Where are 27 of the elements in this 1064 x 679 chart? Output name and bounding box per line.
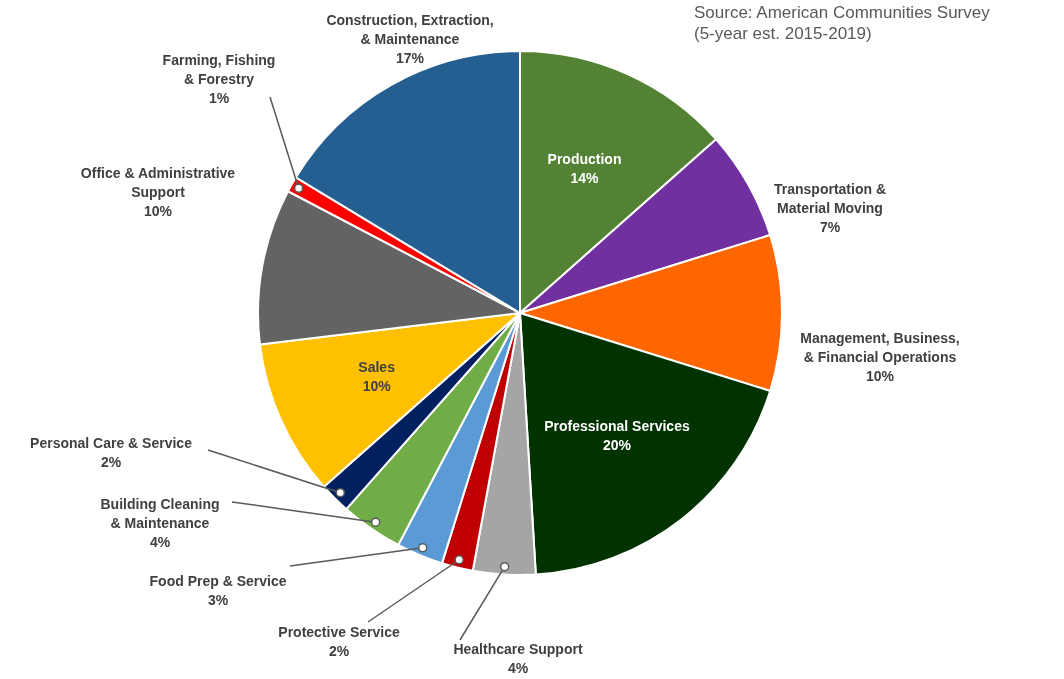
data-label: 4% bbox=[149, 533, 171, 550]
data-label: 14% bbox=[570, 170, 600, 187]
data-label: 10% bbox=[362, 377, 392, 394]
slice-label: Transportation & Material Moving bbox=[773, 180, 887, 216]
data-label: 2% bbox=[100, 454, 122, 471]
data-label: 1% bbox=[208, 89, 230, 106]
slice-label: Sales bbox=[358, 358, 396, 375]
data-label: 10% bbox=[865, 367, 895, 384]
data-label: 10% bbox=[143, 202, 173, 219]
slice-label: Management, Business, & Financial Operations bbox=[800, 329, 960, 365]
slice-label: Construction, Extraction, & Maintenance bbox=[326, 11, 494, 47]
slice-label: Building Cleaning & Maintenance bbox=[100, 495, 220, 531]
data-label: 7% bbox=[819, 218, 841, 235]
source-note: Source: American Communities Survey (5-year est. 2015-2019) bbox=[694, 2, 991, 44]
data-label: 4% bbox=[507, 660, 529, 677]
slice-label: Healthcare Support bbox=[453, 641, 583, 658]
slice-label: Personal Care & Service bbox=[30, 435, 193, 452]
slice-label: Office & Administrative Support bbox=[80, 164, 236, 200]
data-label: 2% bbox=[328, 643, 350, 660]
slice-label: Farming, Fishing & Forestry bbox=[162, 51, 276, 87]
slice-label: Food Prep & Service bbox=[149, 573, 287, 590]
data-label: 20% bbox=[602, 437, 632, 454]
slice-label: Production bbox=[547, 151, 622, 168]
slice-label: Professional Services bbox=[544, 418, 690, 435]
slice-label: Protective Service bbox=[278, 624, 400, 641]
data-label: 17% bbox=[395, 49, 425, 66]
data-label: 3% bbox=[207, 592, 229, 609]
